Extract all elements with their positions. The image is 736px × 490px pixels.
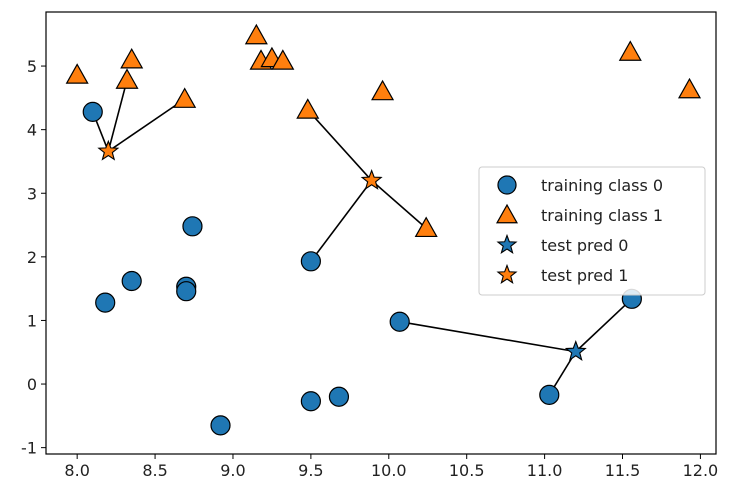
class0-point bbox=[176, 281, 197, 302]
legend-marker-circle bbox=[497, 175, 517, 195]
y-tick-label: 3 bbox=[27, 184, 37, 203]
class0-point bbox=[210, 415, 231, 436]
class0-point bbox=[328, 386, 350, 407]
x-tick-label: 8.5 bbox=[142, 461, 167, 480]
neighbor-line bbox=[310, 180, 373, 262]
y-tick-label: 4 bbox=[27, 121, 37, 140]
class1-point bbox=[173, 87, 197, 108]
y-tick-label: 5 bbox=[27, 57, 37, 76]
axes: 8.0 8.5 9.0 9.5 10.0 10.5 11.0 11.5 12.0 -1 0 1 2 3 4 5 bbox=[21, 11, 719, 480]
x-tick-label: 8.0 bbox=[64, 461, 89, 480]
class0-point bbox=[121, 270, 142, 292]
class0-point bbox=[539, 384, 560, 405]
class1-point bbox=[371, 79, 395, 101]
legend-label: test pred 0 bbox=[541, 236, 628, 255]
legend: training class 0 training class 1 test pre… bbox=[478, 166, 706, 296]
y-tick-label: -1 bbox=[21, 439, 37, 458]
axes-frame bbox=[45, 11, 717, 455]
class0-point bbox=[95, 292, 116, 313]
legend-label: training class 1 bbox=[541, 206, 663, 225]
neighbor-line bbox=[399, 320, 576, 353]
class1-point bbox=[244, 23, 268, 45]
class1-point bbox=[65, 63, 89, 84]
legend-label: training class 0 bbox=[541, 176, 663, 195]
x-tick-label: 10.0 bbox=[371, 461, 407, 480]
x-tick-label: 11.0 bbox=[527, 461, 563, 480]
class0-point bbox=[300, 391, 321, 412]
class0-point bbox=[82, 101, 103, 122]
neighbor-line bbox=[371, 179, 427, 229]
legend-marker-star bbox=[496, 233, 518, 254]
x-tick-label: 9.0 bbox=[220, 461, 245, 480]
test-star-point bbox=[564, 340, 587, 361]
test-star-point bbox=[97, 139, 120, 161]
x-tick-label: 10.5 bbox=[449, 461, 485, 480]
y-tick-label: 1 bbox=[27, 311, 37, 330]
test-star-point bbox=[360, 168, 383, 190]
y-tick-label: 2 bbox=[27, 248, 37, 267]
legend-box bbox=[478, 166, 706, 296]
neighbor-line bbox=[107, 79, 128, 152]
class1-point bbox=[677, 77, 702, 99]
class1-point bbox=[120, 47, 144, 69]
class1-point bbox=[271, 49, 295, 70]
neighbor-line bbox=[107, 98, 186, 152]
class0-point bbox=[182, 216, 203, 237]
data-points bbox=[65, 23, 702, 436]
class0-point bbox=[389, 311, 410, 332]
x-tick-label: 11.5 bbox=[605, 461, 641, 480]
class1-point bbox=[115, 68, 139, 89]
class1-point bbox=[414, 216, 438, 238]
legend-label: test pred 1 bbox=[541, 266, 628, 285]
y-tick-label: 0 bbox=[27, 375, 37, 394]
class1-point bbox=[296, 98, 320, 119]
x-tick-label: 9.5 bbox=[298, 461, 323, 480]
neighbor-line bbox=[575, 298, 633, 353]
legend-marker-star bbox=[496, 263, 518, 284]
class0-point bbox=[300, 251, 321, 272]
class1-point bbox=[618, 40, 642, 61]
x-tick-label: 12.0 bbox=[683, 461, 719, 480]
legend-marker-triangle bbox=[495, 203, 519, 224]
neighbor-line bbox=[307, 109, 373, 182]
